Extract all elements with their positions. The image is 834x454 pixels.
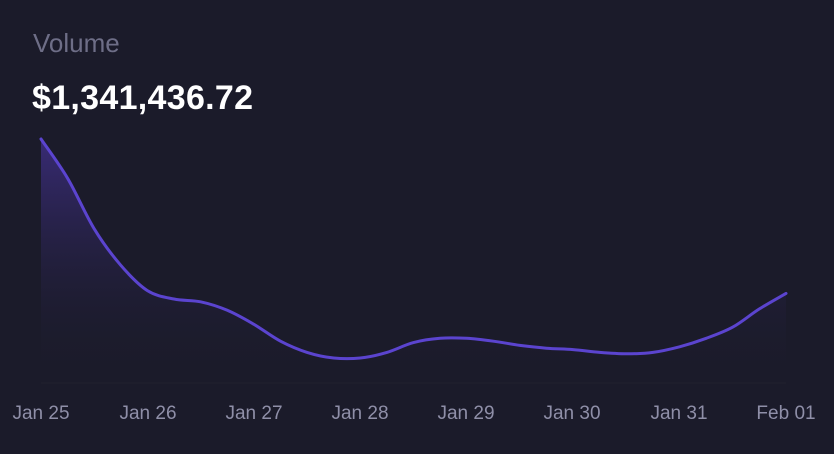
x-tick-label: Jan 31	[650, 403, 707, 424]
x-tick-label: Jan 28	[331, 403, 388, 424]
x-tick-label: Jan 27	[225, 403, 282, 424]
x-axis-ticks: Jan 25 Jan 26 Jan 27 Jan 28 Jan 29 Jan 30 Jan …	[12, 403, 815, 424]
metric-value: $1,341,436.72	[32, 79, 254, 117]
x-tick-label: Feb 01	[756, 403, 815, 424]
volume-line	[39, 137, 788, 361]
x-tick-label: Jan 29	[437, 403, 494, 424]
volume-area	[41, 139, 786, 383]
x-tick-label: Jan 25	[12, 403, 69, 424]
x-tick-label: Jan 30	[543, 403, 600, 424]
x-tick-label: Jan 26	[119, 403, 176, 424]
metric-label: Volume	[33, 28, 120, 58]
